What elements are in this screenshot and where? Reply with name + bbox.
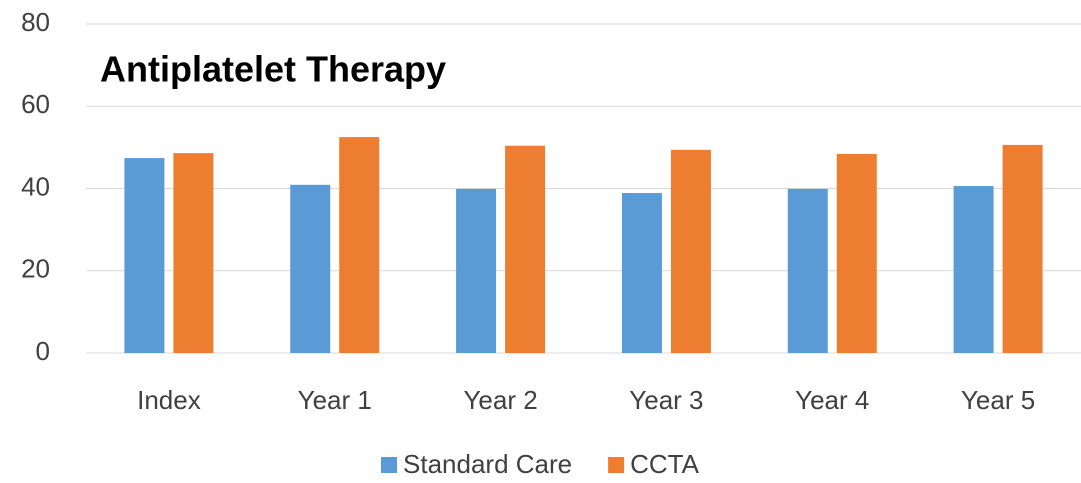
x-tick-label: Year 3 (629, 385, 703, 415)
bar (290, 184, 331, 353)
x-tick-label: Year 5 (961, 385, 1035, 415)
bar (953, 186, 994, 353)
bar (505, 145, 546, 353)
y-tick-label: 80 (21, 7, 50, 37)
x-tick-label: Year 1 (298, 385, 372, 415)
x-tick-label: Index (137, 385, 201, 415)
bar (173, 153, 214, 353)
bar (1002, 144, 1043, 353)
legend-swatch (381, 457, 397, 473)
legend-label: CCTA (630, 449, 700, 479)
chart-title: Antiplatelet Therapy (100, 49, 446, 90)
x-tick-label: Year 2 (463, 385, 537, 415)
bar (456, 188, 497, 353)
y-tick-label: 20 (21, 254, 50, 284)
y-tick-label: 60 (21, 89, 50, 119)
bar (836, 153, 877, 353)
y-tick-label: 40 (21, 171, 50, 201)
bar (339, 137, 380, 353)
bar (787, 188, 828, 353)
y-tick-label: 0 (36, 336, 50, 366)
legend-swatch (608, 457, 625, 473)
bar (124, 158, 165, 353)
legend-label: Standard Care (403, 449, 572, 479)
bar (670, 149, 711, 353)
bar (621, 193, 662, 353)
x-tick-label: Year 4 (795, 385, 869, 415)
